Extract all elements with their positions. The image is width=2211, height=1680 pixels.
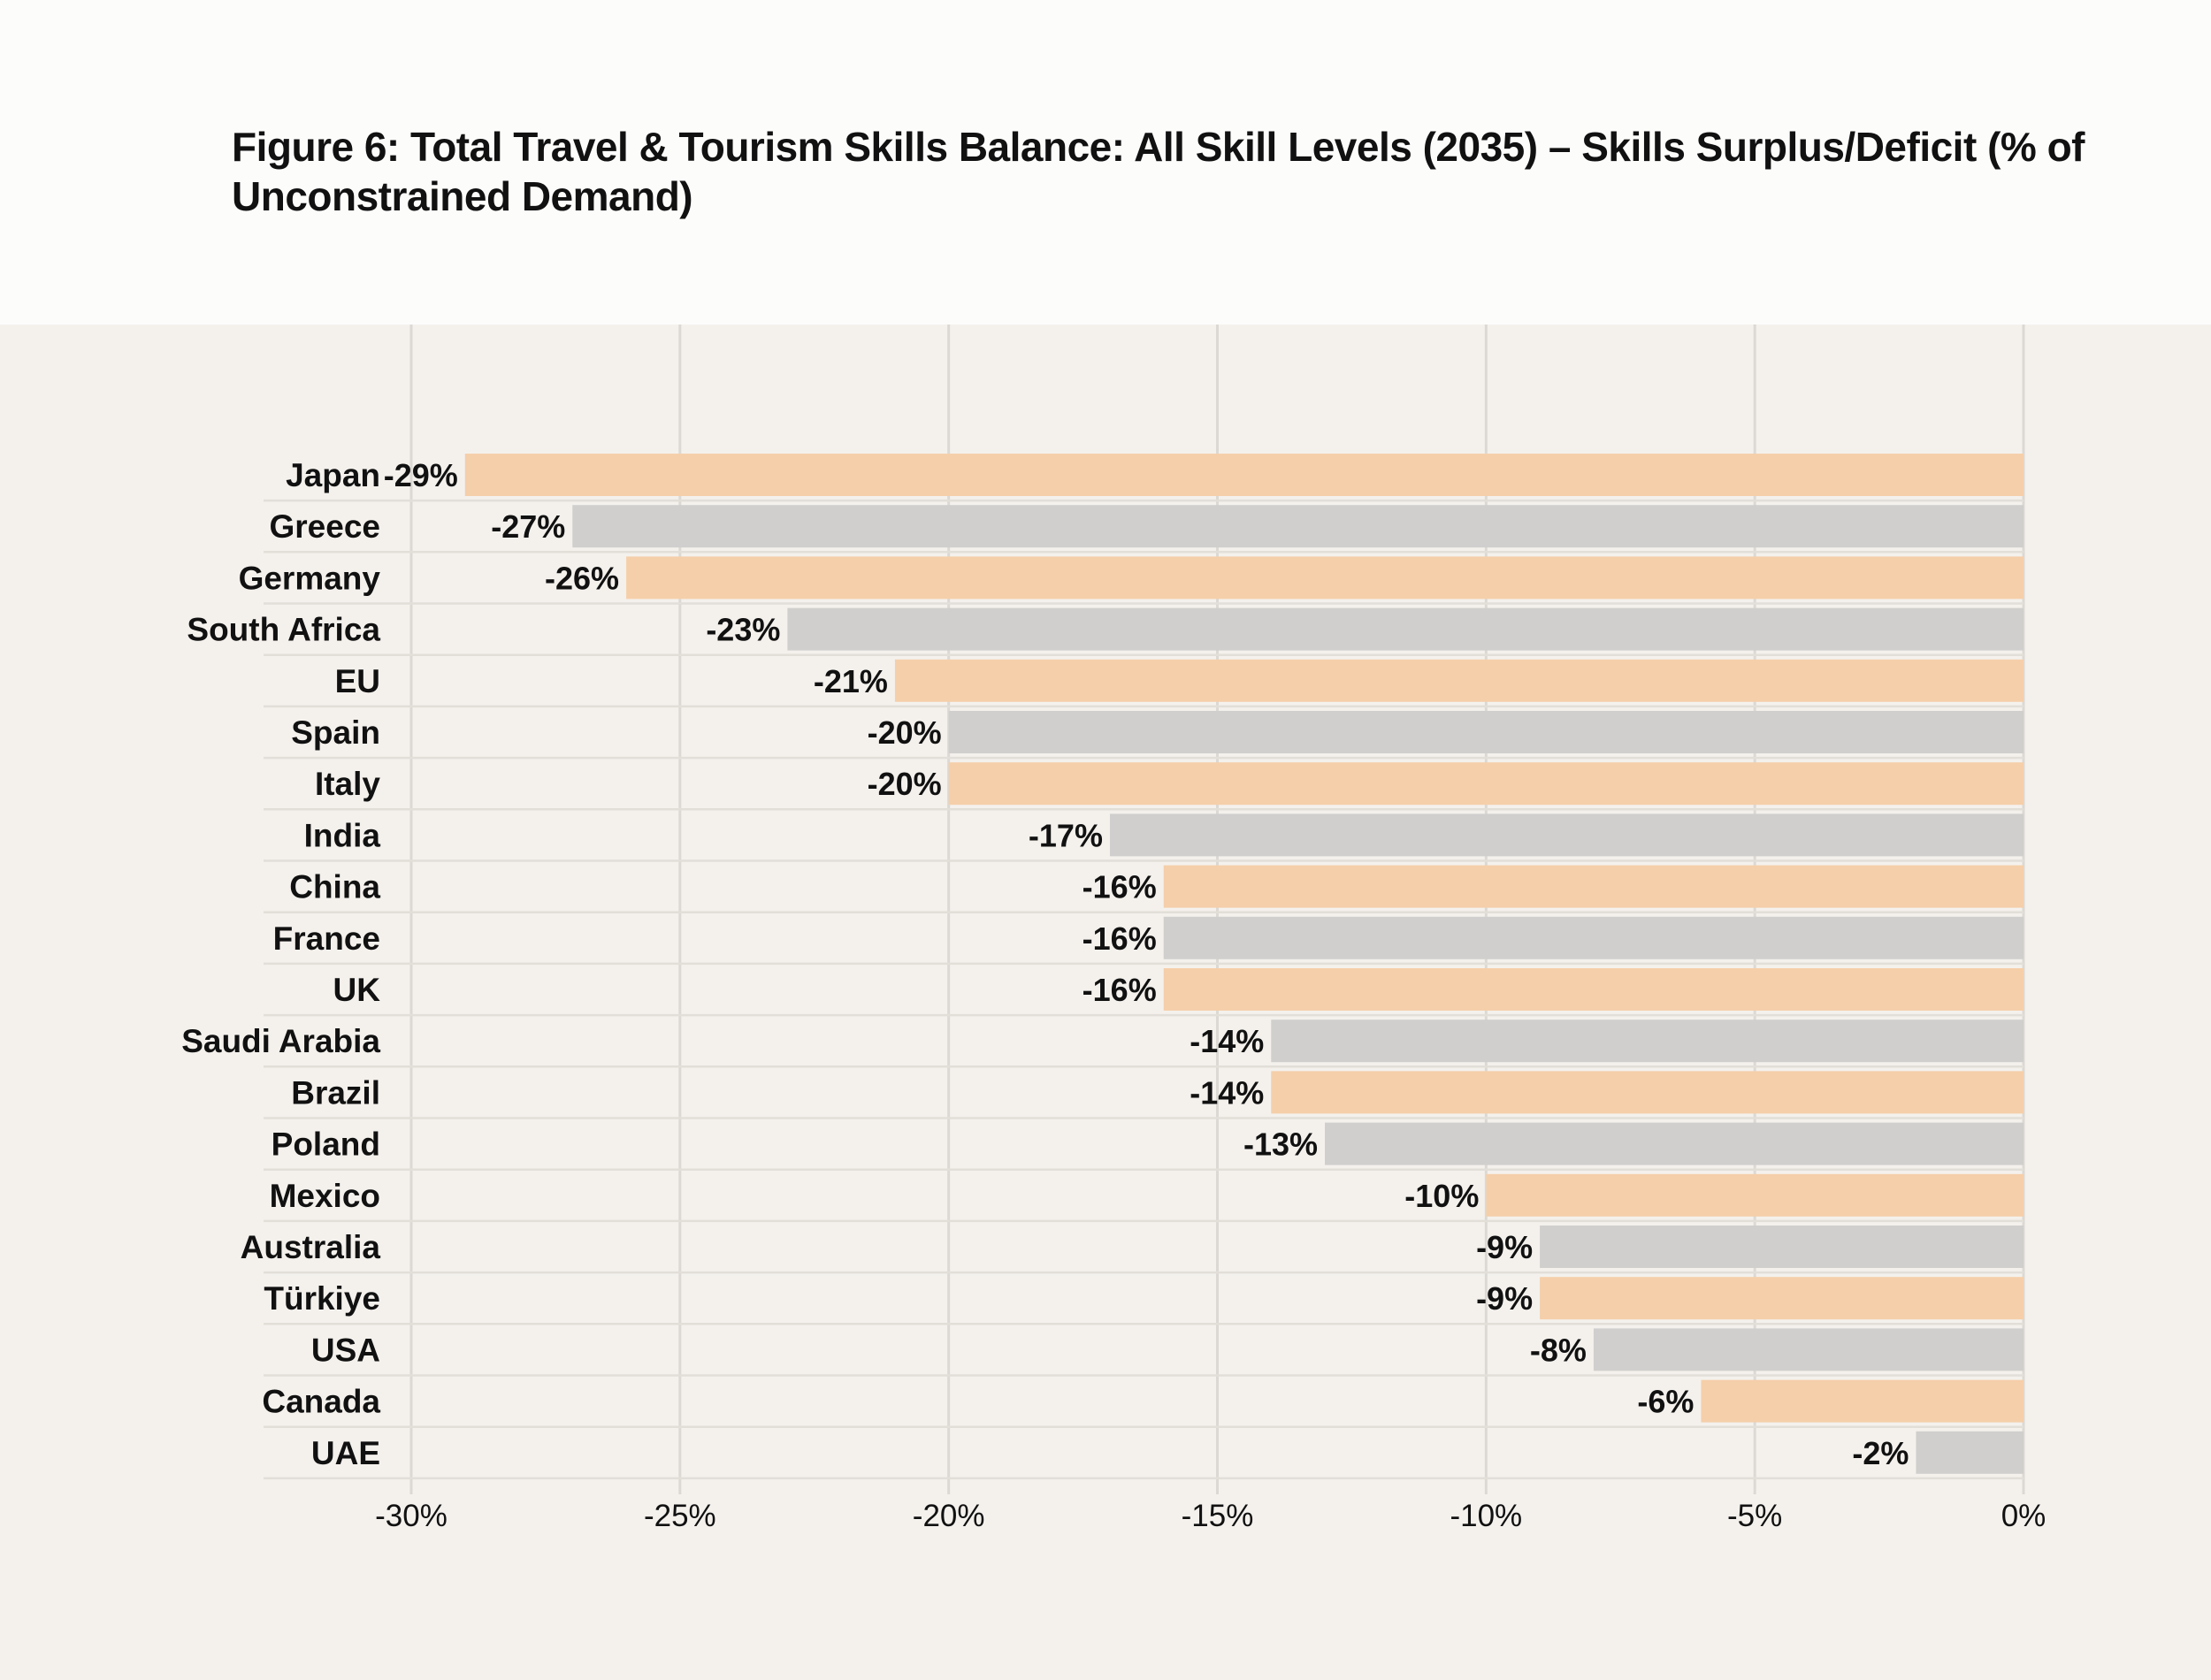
x-tick-label: -10%: [1450, 1499, 1522, 1533]
x-tick-label: -25%: [644, 1499, 716, 1533]
value-label: -29%: [384, 457, 458, 493]
x-tick-label: -20%: [913, 1499, 985, 1533]
bar-spain: [948, 711, 2024, 753]
bar-türkiye: [1540, 1277, 2024, 1320]
value-label: -20%: [868, 714, 942, 751]
bar-greece: [572, 505, 2024, 548]
bar-poland: [1325, 1122, 2024, 1165]
value-label: -9%: [1476, 1229, 1533, 1265]
value-label: -27%: [491, 508, 565, 545]
bar-saudi-arabia: [1271, 1019, 2024, 1063]
value-label: -8%: [1530, 1332, 1587, 1368]
category-label: India: [304, 817, 381, 853]
bar-mexico: [1486, 1173, 2024, 1217]
value-label: -16%: [1083, 920, 1157, 957]
bar-brazil: [1271, 1071, 2024, 1114]
chart-title: Figure 6: Total Travel & Tourism Skills …: [232, 124, 2085, 219]
value-label: -20%: [868, 766, 942, 802]
value-label: -2%: [1852, 1435, 1909, 1471]
category-label: UK: [333, 972, 381, 1008]
value-label: -14%: [1190, 1023, 1264, 1059]
category-label: USA: [311, 1332, 380, 1368]
x-tick-label: -15%: [1182, 1499, 1254, 1533]
bar-japan: [464, 454, 2024, 496]
category-label: South Africa: [187, 612, 380, 648]
bar-france: [1163, 916, 2024, 959]
category-label: Türkiye: [264, 1280, 380, 1317]
value-label: -26%: [545, 560, 619, 596]
category-label: Italy: [315, 766, 380, 802]
header-band: [0, 0, 2211, 325]
value-label: -17%: [1029, 817, 1103, 853]
value-label: -14%: [1190, 1074, 1264, 1111]
bar-australia: [1540, 1226, 2024, 1268]
bar-canada: [1701, 1379, 2024, 1423]
bar-south-africa: [787, 607, 2024, 651]
value-label: -9%: [1476, 1280, 1533, 1317]
category-label: Spain: [291, 714, 380, 751]
bar-uae: [1916, 1431, 2024, 1474]
bar-italy: [948, 762, 2024, 806]
bar-uk: [1163, 968, 2024, 1011]
category-label: Germany: [239, 560, 381, 596]
value-label: -10%: [1404, 1178, 1479, 1214]
bar-usa: [1593, 1328, 2024, 1371]
category-label: Australia: [241, 1229, 381, 1265]
category-label: Saudi Arabia: [181, 1023, 380, 1059]
category-label: Japan: [286, 457, 380, 493]
category-label: China: [289, 869, 380, 905]
category-label: EU: [335, 663, 380, 699]
bar-eu: [894, 659, 2024, 702]
category-label: UAE: [311, 1435, 380, 1471]
category-label: Brazil: [291, 1074, 380, 1111]
value-label: -21%: [814, 663, 888, 699]
value-label: -6%: [1637, 1384, 1694, 1420]
category-label: Poland: [272, 1126, 380, 1163]
category-label: Greece: [270, 508, 381, 545]
category-label: Mexico: [270, 1178, 380, 1214]
value-label: -16%: [1083, 972, 1157, 1008]
value-label: -13%: [1243, 1126, 1318, 1163]
x-tick-label: -5%: [1727, 1499, 1782, 1533]
category-label: France: [273, 920, 380, 957]
bar-china: [1163, 865, 2024, 908]
value-label: -16%: [1083, 869, 1157, 905]
x-tick-label: 0%: [2001, 1499, 2047, 1533]
category-label: Canada: [262, 1384, 380, 1420]
bar-germany: [626, 556, 2024, 599]
x-tick-label: -30%: [375, 1499, 448, 1533]
bar-india: [1109, 813, 2024, 857]
value-label: -23%: [706, 612, 780, 648]
